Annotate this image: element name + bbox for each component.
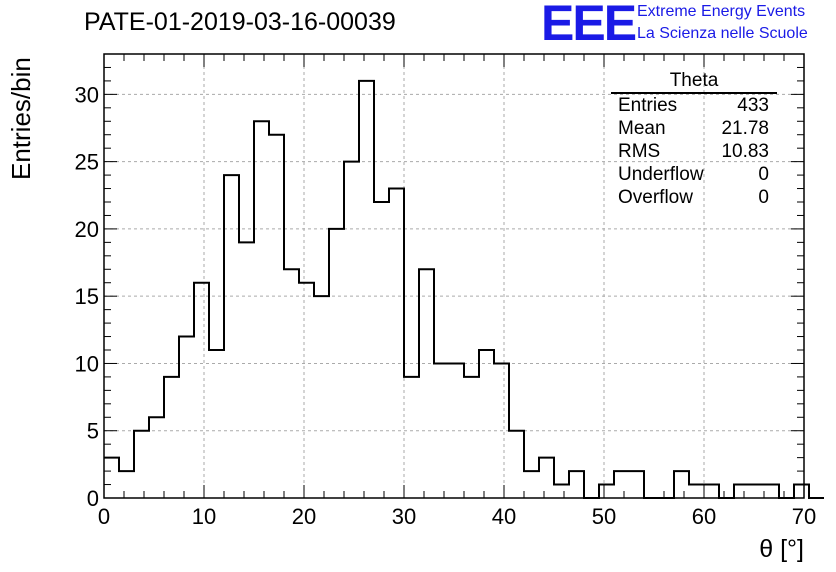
y-tick-label: 30 [75, 82, 99, 107]
histogram-bin [404, 377, 419, 498]
histogram-bin [704, 485, 719, 498]
histogram-bin [419, 269, 434, 498]
histogram-bin [239, 242, 254, 498]
histogram-bin [464, 377, 479, 498]
stats-value: 0 [758, 164, 769, 185]
stats-label: RMS [618, 141, 661, 162]
histogram-bin [149, 417, 164, 498]
histogram-bin [119, 471, 134, 498]
stats-row: Entries 433 [611, 94, 777, 117]
histogram-bin [329, 229, 344, 498]
logo-line-2: La Scienza nelle Scuole [637, 25, 808, 42]
tick-marks [103, 53, 805, 499]
tick-labels: 0 10 20 30 40 50 60 70 0 5 10 15 20 25 30 [75, 82, 817, 529]
histogram-outline [104, 79, 824, 499]
x-tick-label: 0 [98, 504, 110, 529]
stats-value: 10.83 [721, 141, 769, 162]
histogram-bin [359, 81, 374, 498]
histogram-bin [524, 471, 539, 498]
histogram-bin [674, 471, 689, 498]
histogram-bins [104, 79, 824, 499]
plot-frame [103, 53, 805, 499]
histogram-bin [764, 485, 779, 498]
stats-value: 0 [758, 187, 769, 208]
histogram-bin [389, 189, 404, 498]
stats-label: Entries [618, 95, 678, 116]
x-tick-label: 50 [592, 504, 616, 529]
eee-logo: EEE [541, 0, 637, 51]
y-tick-label: 0 [87, 486, 99, 511]
histogram-bin [479, 350, 494, 498]
histogram-bin [254, 121, 269, 498]
histogram-bin [449, 363, 464, 498]
y-tick-label: 15 [75, 284, 99, 309]
histogram-bin [554, 485, 569, 498]
histogram-bin [734, 485, 749, 498]
histogram-bin [539, 458, 554, 498]
histogram-bin [284, 269, 299, 498]
logo-line-1: Extreme Energy Events [637, 3, 806, 20]
stats-row: Underflow 0 [611, 163, 777, 186]
histogram-bin [344, 162, 359, 498]
histogram-bin [614, 471, 629, 498]
histogram-bin [794, 485, 809, 498]
x-tick-label: 70 [792, 504, 816, 529]
histogram-bin [509, 431, 524, 498]
chart-title: PATE-01-2019-03-16-00039 [84, 8, 396, 36]
stats-label: Mean [618, 118, 666, 139]
grid-lines [104, 54, 804, 498]
stats-value: 433 [737, 95, 769, 116]
histogram-bin [689, 485, 704, 498]
x-tick-label: 10 [192, 504, 216, 529]
stats-row: Overflow 0 [611, 186, 777, 209]
histogram-bin [194, 283, 209, 498]
histogram-bin [374, 202, 389, 498]
histogram-bin [209, 350, 224, 498]
stats-label: Overflow [618, 187, 693, 208]
y-tick-label: 25 [75, 150, 99, 175]
x-tick-label: 20 [292, 504, 316, 529]
histogram-bin [314, 296, 329, 498]
histogram-bin [749, 485, 764, 498]
histogram-bin [599, 485, 614, 498]
x-tick-label: 40 [492, 504, 516, 529]
y-tick-label: 20 [75, 217, 99, 242]
y-tick-label: 10 [75, 351, 99, 376]
stats-value: 21.78 [721, 118, 769, 139]
histogram-bin [164, 377, 179, 498]
histogram-bin [224, 175, 239, 498]
y-tick-label: 5 [87, 419, 99, 444]
x-axis-label: θ [°] [759, 535, 804, 563]
histogram-bin [104, 458, 119, 498]
histogram-bin [134, 431, 149, 498]
stats-title: Theta [611, 70, 777, 94]
stats-row: RMS 10.83 [611, 140, 777, 163]
histogram-bin [299, 283, 314, 498]
histogram-bin [269, 135, 284, 498]
x-tick-label: 30 [392, 504, 416, 529]
axes [103, 53, 805, 499]
histogram-bin [179, 337, 194, 498]
stats-row: Mean 21.78 [611, 117, 777, 140]
x-tick-label: 60 [692, 504, 716, 529]
stats-label: Underflow [618, 164, 704, 185]
histogram-bin [629, 471, 644, 498]
stats-box: Theta Entries 433 Mean 21.78 RMS 10.83 Underfl… [611, 70, 777, 209]
histogram-bin [569, 471, 584, 498]
